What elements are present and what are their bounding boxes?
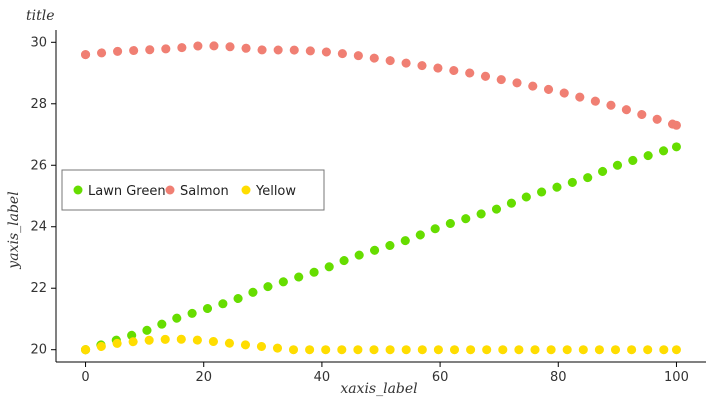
y-tick-label: 22	[30, 281, 47, 296]
series-end-point-yellow	[671, 345, 681, 355]
legend-box	[61, 169, 325, 211]
x-tick-label: 20	[195, 370, 212, 385]
x-axis-label: xaxis_label	[340, 381, 417, 397]
y-tick-label: 24	[30, 220, 47, 235]
series-start-point-salmon	[81, 50, 91, 60]
y-tick-label: 26	[30, 158, 47, 173]
y-tick-label: 20	[30, 343, 47, 358]
legend-marker-lawn-green	[73, 185, 83, 195]
series-start-point-yellow	[81, 345, 91, 355]
legend: Lawn Green Salmon Yellow	[61, 169, 325, 211]
y-tick-label: 30	[30, 35, 47, 50]
series-end-point-salmon	[671, 120, 681, 130]
legend-label-yellow: Yellow	[255, 184, 296, 199]
series-line-salmon	[81, 40, 681, 130]
legend-label-salmon: Salmon	[180, 184, 229, 199]
series-line-yellow	[81, 334, 681, 355]
y-axis-label: yaxis_label	[6, 191, 22, 269]
legend-label-lawn-green: Lawn Green	[88, 184, 166, 199]
series-layer	[81, 40, 681, 355]
axes: 0 20 40 60 80 100 20 22 24 26 28 30	[30, 30, 706, 385]
y-tick-label: 28	[30, 97, 47, 112]
x-tick-label: 40	[314, 370, 331, 385]
chart-title: title	[26, 8, 55, 24]
x-tick-label: 100	[664, 370, 689, 385]
x-tick-label: 80	[550, 370, 567, 385]
x-tick-label: 60	[432, 370, 449, 385]
x-tick-label: 0	[81, 370, 89, 385]
legend-marker-yellow	[241, 185, 251, 195]
legend-marker-salmon	[165, 185, 175, 195]
series-end-point-lawn-green	[671, 142, 681, 152]
